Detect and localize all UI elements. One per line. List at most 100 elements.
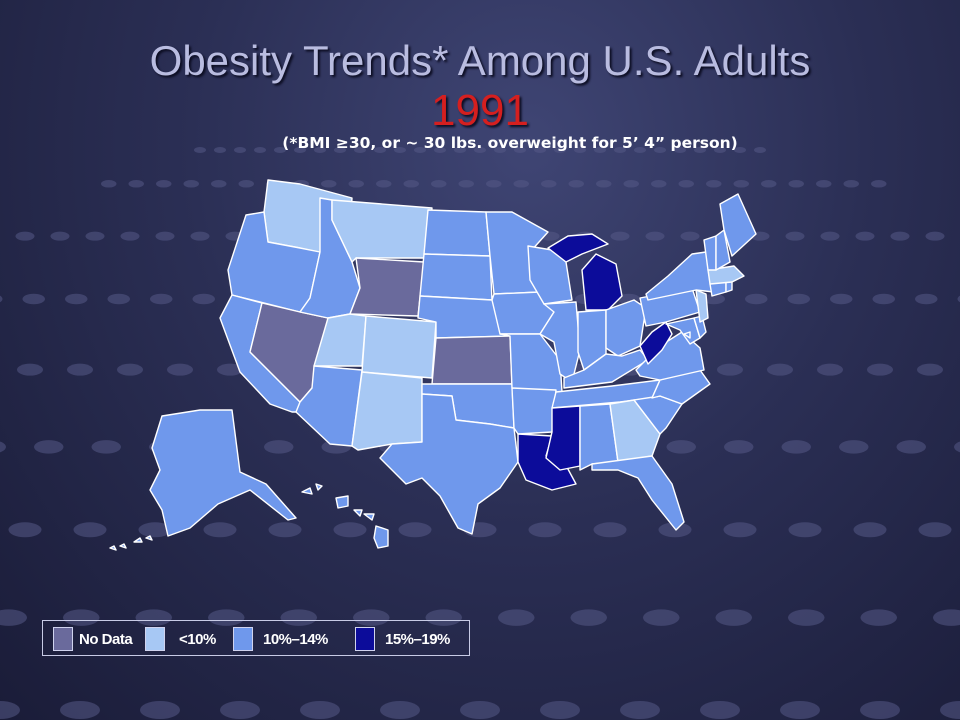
backdrop-dot <box>514 147 526 153</box>
backdrop-dot <box>138 522 172 538</box>
backdrop-dot <box>954 441 960 453</box>
map-legend: No Data <10% 10%–14% 15%–19% <box>42 620 470 656</box>
backdrop-dot <box>788 180 804 188</box>
slide-title-year: 1991 <box>431 86 529 135</box>
backdrop-dot <box>321 180 337 188</box>
backdrop-dot <box>211 180 227 188</box>
backdrop-dot <box>498 609 535 626</box>
backdrop-dot <box>568 180 584 188</box>
backdrop-dot <box>220 701 260 719</box>
backdrop-dot <box>702 293 725 305</box>
backdrop-dot <box>853 522 887 538</box>
backdrop-dot <box>715 609 752 626</box>
backdrop-dot <box>570 609 607 626</box>
backdrop-dot <box>754 147 766 153</box>
backdrop-dot <box>274 147 286 153</box>
state-MA <box>707 265 745 285</box>
backdrop-dot <box>107 293 130 305</box>
backdrop-dot <box>651 180 667 188</box>
backdrop-dot <box>73 522 107 538</box>
backdrop-dot <box>593 522 627 538</box>
backdrop-dot <box>434 147 446 153</box>
backdrop-dot <box>745 293 768 305</box>
state-KS <box>431 335 513 385</box>
backdrop-dot <box>666 440 696 454</box>
state-FL <box>591 455 685 531</box>
backdrop-dot <box>706 180 722 188</box>
backdrop-dot <box>280 609 317 626</box>
state-ND <box>423 209 491 257</box>
backdrop-dot <box>394 147 406 153</box>
backdrop-dot <box>830 293 853 305</box>
backdrop-dot <box>194 147 206 153</box>
backdrop-dot <box>785 231 805 241</box>
backdrop-dot <box>513 180 529 188</box>
backdrop-dot <box>128 180 144 188</box>
state-HI <box>301 483 389 549</box>
legend-item-lt10: <10% <box>145 627 216 651</box>
backdrop-dot <box>614 147 626 153</box>
backdrop-dot <box>723 522 757 538</box>
legend-swatch-lt10 <box>145 627 165 651</box>
backdrop-dot <box>85 231 105 241</box>
state-DC <box>683 331 691 339</box>
backdrop-dot <box>843 180 859 188</box>
backdrop-dot <box>486 180 502 188</box>
legend-label: 10%–14% <box>263 630 328 648</box>
backdrop-dot <box>554 147 566 153</box>
state-AK-islands <box>109 535 153 551</box>
backdrop-dot <box>192 293 215 305</box>
backdrop-dot <box>0 701 20 719</box>
backdrop-dot <box>333 522 367 538</box>
backdrop-dot <box>620 701 660 719</box>
backdrop-dot <box>294 147 306 153</box>
state-MI <box>547 233 623 311</box>
backdrop-dot <box>63 609 100 626</box>
backdrop-dot <box>940 701 960 719</box>
state-KY <box>563 349 649 389</box>
backdrop-dot <box>91 440 121 454</box>
state-WV <box>639 321 673 365</box>
state-AK <box>149 409 297 537</box>
backdrop-dot <box>623 180 639 188</box>
backdrop-dot <box>460 701 500 719</box>
backdrop-dot <box>860 701 900 719</box>
backdrop-dot <box>915 293 938 305</box>
state-TX <box>379 393 519 535</box>
backdrop-dot <box>425 609 462 626</box>
backdrop-dot <box>634 147 646 153</box>
backdrop-dot <box>238 180 254 188</box>
state-NH <box>715 229 731 271</box>
backdrop-dot <box>678 180 694 188</box>
backdrop-dot <box>780 701 820 719</box>
backdrop-dot <box>714 147 726 153</box>
backdrop-dot <box>380 701 420 719</box>
state-MD <box>665 317 701 345</box>
backdrop-dot <box>374 147 386 153</box>
backdrop-dot <box>855 231 875 241</box>
backdrop-dot <box>135 609 172 626</box>
backdrop-dot <box>933 609 960 626</box>
backdrop-dot <box>155 231 175 241</box>
backdrop-dot <box>22 293 45 305</box>
backdrop-dot <box>816 180 832 188</box>
state-WY <box>349 257 425 317</box>
backdrop-dot <box>234 147 246 153</box>
backdrop-dot <box>150 293 173 305</box>
backdrop-dot <box>817 363 843 376</box>
backdrop-dot <box>183 180 199 188</box>
backdrop-dot <box>540 701 580 719</box>
backdrop-dot <box>528 522 562 538</box>
legend-swatch-15-19 <box>355 627 375 651</box>
backdrop-dot <box>839 440 869 454</box>
state-GA <box>609 399 661 463</box>
backdrop-dot <box>8 522 42 538</box>
backdrop-dot <box>788 609 825 626</box>
state-ME <box>719 193 757 257</box>
legend-item-15-19: 15%–19% <box>355 627 450 651</box>
backdrop-dot <box>431 180 447 188</box>
backdrop-dot <box>872 293 895 305</box>
backdrop-dot <box>403 180 419 188</box>
